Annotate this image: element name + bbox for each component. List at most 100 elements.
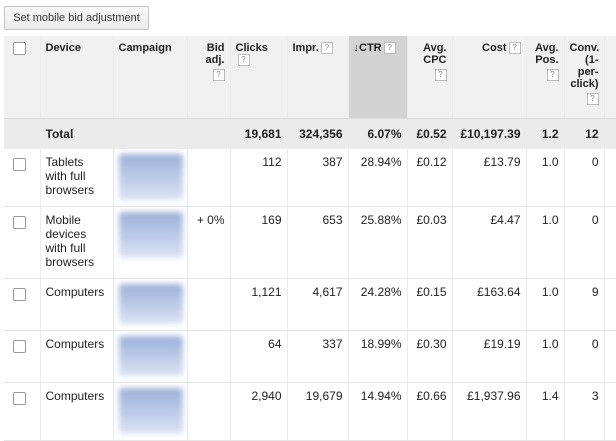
row-checkbox[interactable] xyxy=(13,392,26,405)
total-row: Total 19,681 324,356 6.07% £0.52 £10,197… xyxy=(4,118,616,149)
sort-descending-icon: ↓ xyxy=(353,42,360,54)
avg-pos-cell: 1.0 xyxy=(526,206,565,279)
set-mobile-bid-adjustment-button[interactable]: Set mobile bid adjustment xyxy=(4,6,149,30)
column-header-device[interactable]: Device xyxy=(40,36,114,119)
total-ctr: 6.07% xyxy=(348,118,408,149)
avg-cpc-cell: £0.15 xyxy=(407,278,453,331)
total-label: Total xyxy=(40,118,114,149)
table-row[interactable]: Computers 2,940 19,679 14.94% £0.66 £1,9… xyxy=(4,382,616,441)
avg-cpc-cell: £0.30 xyxy=(407,330,453,383)
clicks-cell: 2,940 xyxy=(230,382,288,441)
conv-cell: 0 xyxy=(564,206,605,279)
campaign-cell[interactable] xyxy=(113,278,188,331)
row-checkbox[interactable] xyxy=(13,288,26,301)
toolbar: Set mobile bid adjustment xyxy=(0,0,616,36)
row-checkbox[interactable] xyxy=(13,158,26,171)
help-icon[interactable]: ? xyxy=(586,93,599,105)
campaign-link-blurred[interactable] xyxy=(118,212,183,258)
column-header-campaign[interactable]: Campaign xyxy=(113,36,188,119)
clicks-cell: 169 xyxy=(230,206,288,279)
help-icon[interactable]: ? xyxy=(212,69,225,81)
help-icon[interactable]: ? xyxy=(434,69,447,81)
avg-pos-cell: 1.0 xyxy=(526,278,565,331)
help-icon[interactable]: ? xyxy=(320,42,333,54)
help-icon[interactable]: ? xyxy=(237,54,250,66)
clicks-cell: 112 xyxy=(230,149,288,207)
table-row[interactable]: Mobile devices with full browsers + 0% 1… xyxy=(4,206,616,279)
bid-adj-cell[interactable] xyxy=(187,382,231,441)
campaign-link-blurred[interactable] xyxy=(118,388,183,434)
conv-cell: 3 xyxy=(564,382,605,441)
device-cell: Tablets with full browsers xyxy=(40,149,114,207)
row-checkbox[interactable] xyxy=(13,216,26,229)
device-cell: Computers xyxy=(40,278,114,331)
table-row[interactable]: Tablets with full browsers 112 387 28.94… xyxy=(4,149,616,207)
cost-cell: £4.47 xyxy=(452,206,527,279)
avg-cpc-header-label: Avg. CPC xyxy=(423,42,447,66)
avg-cpc-cell: £0.66 xyxy=(407,382,453,441)
campaign-cell[interactable] xyxy=(113,330,188,383)
cost-header-label: Cost xyxy=(482,42,507,54)
row-checkbox[interactable] xyxy=(13,340,26,353)
column-header-bid-adj[interactable]: Bid adj.? xyxy=(187,36,231,119)
clicks-header-label: Clicks xyxy=(235,42,268,54)
column-header-avg-cpc[interactable]: Avg. CPC? xyxy=(407,36,453,119)
total-impr: 324,356 xyxy=(287,118,349,149)
impr-cell: 387 xyxy=(287,149,349,207)
bid-adj-cell[interactable] xyxy=(187,149,231,207)
help-icon[interactable]: ? xyxy=(383,42,396,54)
bid-adj-cell[interactable]: + 0% xyxy=(187,206,231,279)
ctr-cell: 28.94% xyxy=(348,149,408,207)
total-conv: 12 xyxy=(564,118,605,149)
avg-pos-cell: 1.0 xyxy=(526,149,565,207)
column-header-ctr[interactable]: ↓CTR? xyxy=(348,36,408,119)
ctr-cell: 24.28% xyxy=(348,278,408,331)
select-all-checkbox[interactable] xyxy=(13,42,26,55)
clicks-cell: 64 xyxy=(230,330,288,383)
conv-cell: 9 xyxy=(564,278,605,331)
total-avg-cpc: £0.52 xyxy=(407,118,453,149)
column-header-avg-pos[interactable]: Avg. Pos.? xyxy=(526,36,565,119)
header-row: Device Campaign Bid adj.? Clicks? Impr.?… xyxy=(4,36,616,119)
conv-cell: 0 xyxy=(564,149,605,207)
device-performance-table: Device Campaign Bid adj.? Clicks? Impr.?… xyxy=(4,36,616,441)
avg-pos-cell: 1.0 xyxy=(526,330,565,383)
cost-cell: £19.19 xyxy=(452,330,527,383)
impr-cell: 19,679 xyxy=(287,382,349,441)
ctr-header-label: CTR xyxy=(359,42,382,54)
cost-cell: £13.79 xyxy=(452,149,527,207)
cost-cell: £1,937.96 xyxy=(452,382,527,441)
conv-cell: 0 xyxy=(564,330,605,383)
avg-cpc-cell: £0.03 xyxy=(407,206,453,279)
column-header-cost[interactable]: Cost? xyxy=(452,36,527,119)
campaign-link-blurred[interactable] xyxy=(118,336,183,376)
clicks-cell: 1,121 xyxy=(230,278,288,331)
avg-cpc-cell: £0.12 xyxy=(407,149,453,207)
device-header-label: Device xyxy=(45,42,81,54)
column-header-clicks[interactable]: Clicks? xyxy=(230,36,288,119)
table-row[interactable]: Computers 1,121 4,617 24.28% £0.15 £163.… xyxy=(4,278,616,331)
ctr-cell: 18.99% xyxy=(348,330,408,383)
campaign-header-label: Campaign xyxy=(118,42,172,54)
column-header-conv[interactable]: Conv. (1-per-click)? xyxy=(564,36,605,119)
bid-adj-header-label: Bid adj. xyxy=(205,42,225,66)
help-icon[interactable]: ? xyxy=(508,42,521,54)
total-clicks: 19,681 xyxy=(230,118,288,149)
help-icon[interactable]: ? xyxy=(546,69,559,81)
campaign-cell[interactable] xyxy=(113,206,188,279)
campaign-cell[interactable] xyxy=(113,149,188,207)
campaign-link-blurred[interactable] xyxy=(118,154,183,200)
campaign-cell[interactable] xyxy=(113,382,188,441)
bid-adj-cell[interactable] xyxy=(187,278,231,331)
table-row[interactable]: Computers 64 337 18.99% £0.30 £19.19 1.0… xyxy=(4,330,616,383)
bid-adj-cell[interactable] xyxy=(187,330,231,383)
cost-cell: £163.64 xyxy=(452,278,527,331)
column-header-impr[interactable]: Impr.? xyxy=(287,36,349,119)
impr-cell: 653 xyxy=(287,206,349,279)
campaign-link-blurred[interactable] xyxy=(118,284,183,324)
impr-cell: 337 xyxy=(287,330,349,383)
avg-pos-header-label: Avg. Pos. xyxy=(535,42,559,66)
total-avg-pos: 1.2 xyxy=(526,118,565,149)
impr-cell: 4,617 xyxy=(287,278,349,331)
column-header-overflow xyxy=(604,36,616,119)
